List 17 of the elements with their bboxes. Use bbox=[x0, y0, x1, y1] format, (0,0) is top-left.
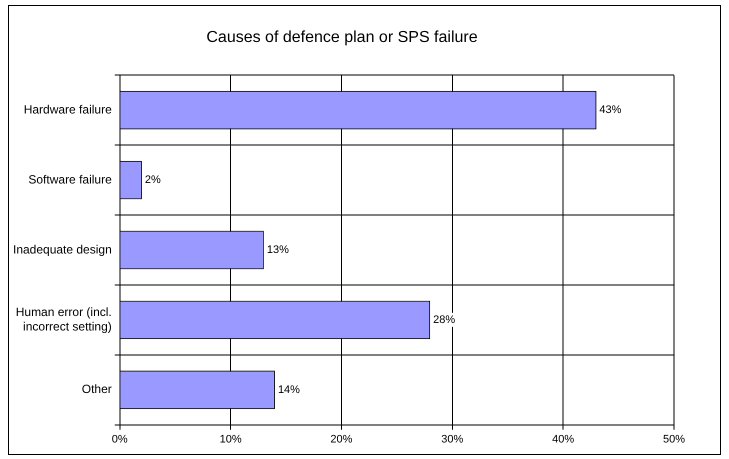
y-tick-label: Software failure bbox=[28, 172, 112, 186]
x-tick-label: 10% bbox=[220, 433, 242, 446]
x-tick-label: 50% bbox=[662, 433, 686, 446]
x-tick-label: 40% bbox=[552, 433, 574, 446]
y-tick-label: Inadequate design bbox=[12, 242, 112, 256]
data-label: 43% bbox=[599, 104, 622, 116]
data-label: 14% bbox=[278, 384, 300, 396]
y-tick-label: Hardware failure bbox=[24, 102, 112, 116]
chart-title: Causes of defence plan or SPS failure bbox=[206, 29, 478, 46]
y-tick-label: Human error (incl. incorrect setting) bbox=[16, 305, 112, 334]
x-tick-label: 20% bbox=[330, 433, 353, 446]
data-label: 13% bbox=[266, 244, 290, 256]
data-label: 2% bbox=[144, 174, 162, 186]
y-tick-label: Other bbox=[82, 382, 112, 396]
x-tick-label: 30% bbox=[441, 433, 464, 446]
data-label: 28% bbox=[433, 314, 456, 326]
x-tick-label: 0% bbox=[112, 433, 128, 446]
